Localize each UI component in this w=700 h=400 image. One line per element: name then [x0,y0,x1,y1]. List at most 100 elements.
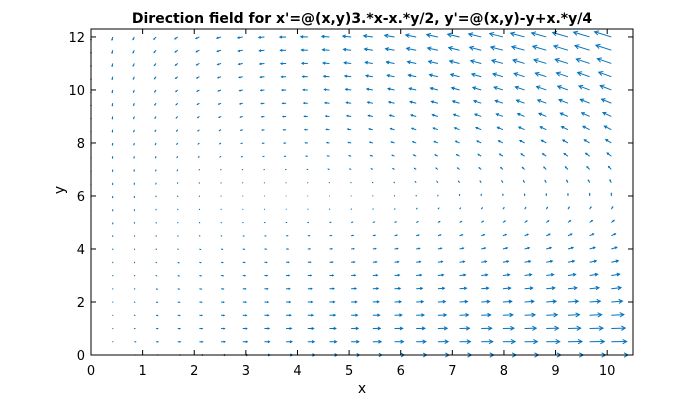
arrow-head [459,207,462,209]
arrow-head [258,49,262,52]
arrow-head [303,115,306,118]
arrow-head [454,140,458,143]
arrow-head [510,339,517,345]
arrow-head [600,338,606,345]
arrow-head [547,220,550,222]
direction-arrow [328,181,330,184]
arrow-point [350,195,352,197]
arrow-shaft [449,60,460,64]
arrow-head [197,143,199,145]
arrow-point [198,235,200,237]
direction-arrow [602,111,612,117]
direction-arrow [567,338,584,345]
direction-arrow [300,61,308,65]
arrow-head [282,142,285,144]
direction-arrow [177,275,181,277]
direction-arrow [502,220,506,223]
arrow-point [307,182,309,184]
arrow-head [419,273,423,277]
direction-arrow [155,274,158,277]
direction-arrow [111,116,114,120]
arrow-head [404,33,410,38]
arrow-head [322,74,326,78]
arrow-head [365,74,369,78]
direction-arrow [415,194,417,197]
arrow-head [238,102,242,105]
arrow-head [455,154,458,156]
arrow-head [406,60,411,65]
direction-arrow [412,154,417,157]
direction-arrow [155,208,157,211]
arrow-head [195,76,198,79]
direction-arrow [544,179,547,183]
arrow-head [196,103,199,106]
direction-arrow [599,84,612,91]
arrow-shaft [600,85,612,91]
arrow-head [434,154,437,157]
direction-arrow [351,313,359,317]
arrow-point [263,221,265,223]
arrow-point [155,248,157,250]
arrow-head [310,300,314,304]
direction-arrow [305,155,308,157]
direction-arrow [112,261,114,264]
direction-arrow [198,182,200,184]
arrow-head [300,61,305,65]
arrow-head [266,314,270,317]
direction-arrow [546,273,555,277]
direction-arrow [237,49,243,53]
y-tick-label: 12 [68,31,85,46]
direction-arrow [111,103,114,107]
direction-arrow [546,286,556,291]
arrow-head [576,325,582,331]
arrow-head [526,233,530,236]
direction-arrow [582,125,590,131]
direction-arrow [264,300,270,304]
direction-arrow [409,114,417,117]
arrow-head [451,100,456,104]
arrow-shaft [502,274,510,276]
direction-arrow [519,139,525,144]
direction-arrow [282,128,287,131]
direction-arrow [577,84,590,91]
arrow-point [112,235,114,237]
x-tick-label: 2 [190,364,198,379]
direction-arrow [196,102,200,106]
direction-arrow [329,261,334,264]
y-axis-label: y [52,186,68,194]
arrow-head [551,286,556,291]
direction-arrow [217,102,222,105]
arrow-head [218,116,220,118]
direction-arrow [512,58,525,64]
arrow-shaft [469,46,482,51]
direction-arrow [437,220,441,223]
arrow-head [449,73,455,78]
arrow-head [245,327,248,330]
arrow-head [364,60,369,65]
arrow-head [333,340,338,344]
arrow-head [216,76,220,79]
direction-arrow [198,195,200,197]
arrow-head [258,62,262,66]
direction-arrow [480,207,483,210]
arrow-head [321,48,326,52]
direction-arrow [589,219,594,223]
arrow-point [394,195,396,197]
arrow-shaft [524,274,532,276]
arrow-head [223,327,226,330]
arrow-point [307,221,309,223]
arrow-head [505,246,509,250]
direction-arrow [286,274,291,277]
direction-arrow [286,340,293,344]
arrow-head [178,275,181,277]
direction-arrow [302,88,308,92]
arrow-head [554,325,560,331]
direction-arrow [220,221,223,224]
direction-arrow [263,168,265,171]
arrow-point [263,208,265,210]
arrow-point [328,208,330,210]
direction-arrow [218,142,222,145]
arrow-point [112,288,114,290]
direction-arrow [536,98,547,104]
direction-arrow [285,182,287,184]
